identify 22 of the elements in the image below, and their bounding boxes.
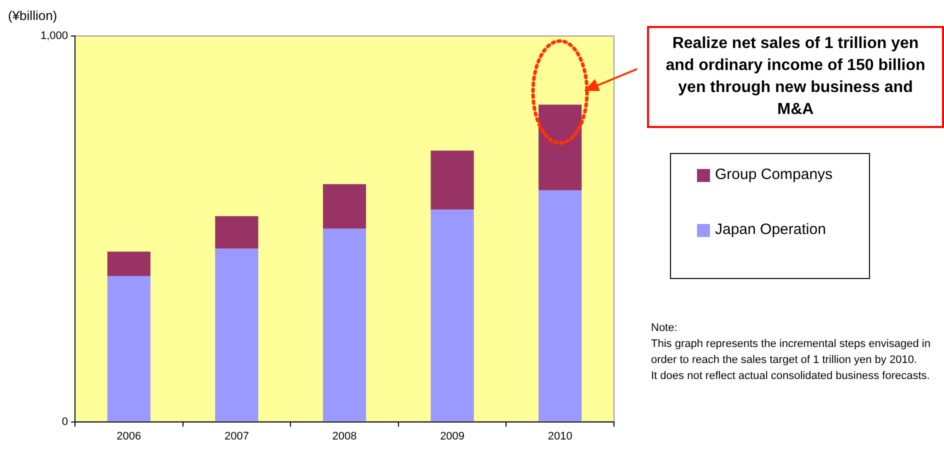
bar: [430, 210, 474, 422]
bar: [538, 104, 582, 190]
legend-label: Group Companys: [715, 166, 834, 183]
x-tick-label: 2009: [440, 430, 465, 442]
bar: [538, 190, 582, 422]
bar: [430, 150, 474, 210]
bar: [322, 228, 366, 422]
bar: [322, 184, 366, 229]
x-tick-label: 2006: [116, 430, 142, 442]
y-tick-label: 0: [62, 416, 68, 428]
x-tick-label: 2010: [548, 430, 572, 442]
bar: [215, 216, 258, 249]
x-tick-label: 2008: [332, 430, 357, 442]
y-tick-label: 1,000: [40, 30, 68, 42]
y-axis-title: (¥billion): [8, 8, 58, 23]
legend-label: Japan Operation: [715, 221, 827, 238]
bar: [107, 276, 150, 422]
bar: [215, 248, 258, 422]
bar: [107, 252, 150, 276]
text: Realize net sales of 1 trillion yen and ordinary income of 150 billion yen through new business and M&A: [647, 26, 944, 128]
text: Note: This graph represents the incremental steps envisaged in order to reach the sales target of 1 trillion yen by 2010. It does not reflect actual consolidated business forecasts.: [651, 321, 932, 384]
x-tick-label: 2007: [224, 430, 249, 442]
